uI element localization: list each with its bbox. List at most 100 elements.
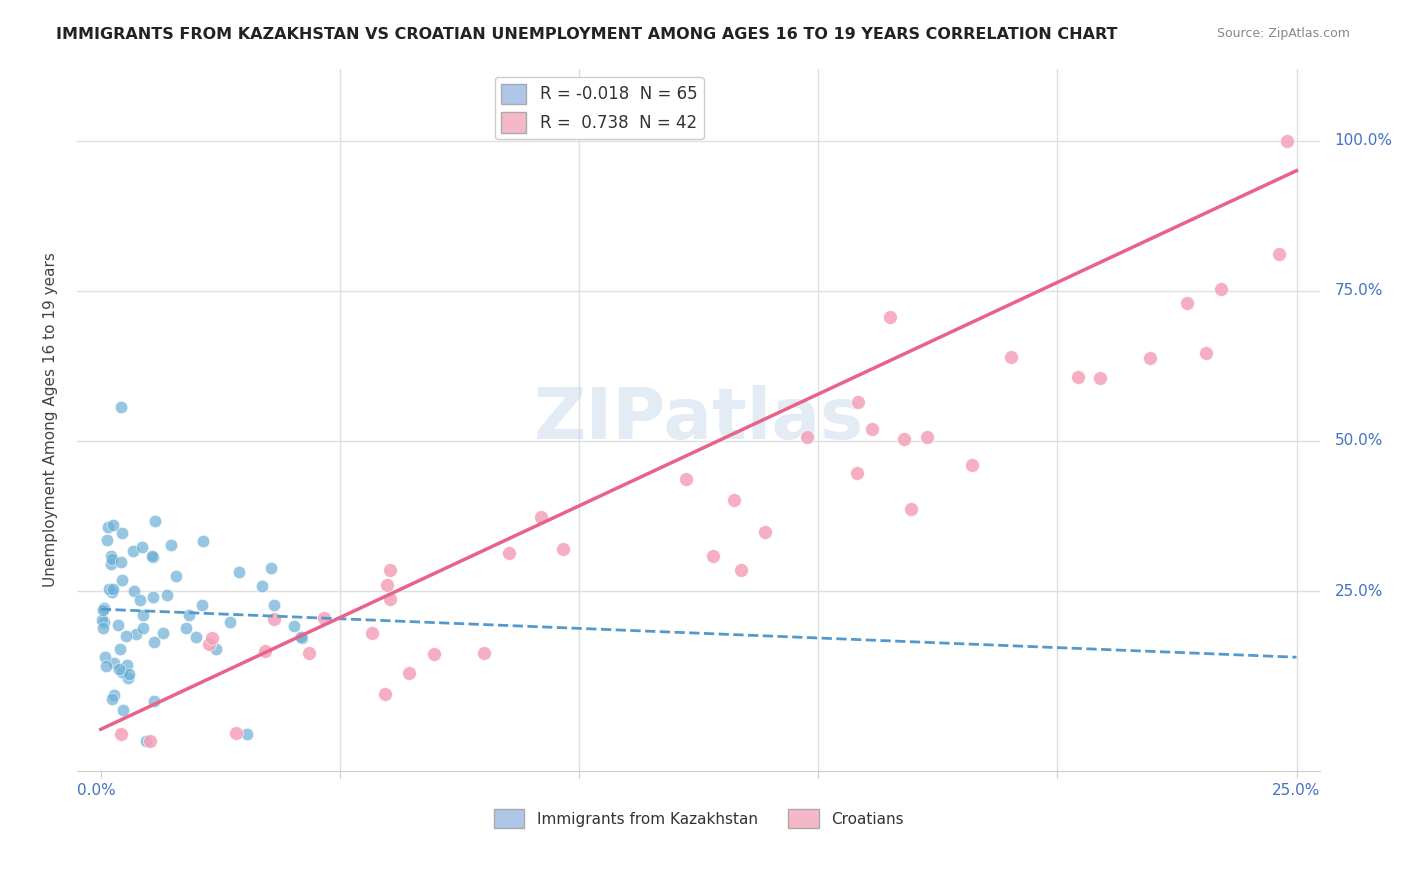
Point	[529, 510, 551, 524]
Point	[91, 621, 114, 635]
Point	[380, 591, 402, 606]
Text: 25.0%: 25.0%	[1272, 783, 1320, 798]
Point	[111, 573, 134, 587]
Point	[472, 647, 495, 661]
Point	[142, 549, 165, 564]
Point	[879, 310, 901, 325]
Point	[93, 603, 115, 617]
Point	[142, 694, 165, 708]
Point	[91, 613, 114, 627]
Point	[1195, 346, 1218, 360]
Point	[101, 552, 124, 566]
Point	[375, 577, 398, 591]
Point	[100, 549, 122, 563]
Point	[117, 671, 139, 685]
Point	[93, 601, 115, 615]
Point	[131, 541, 153, 555]
Legend: Immigrants from Kazakhstan, Croatians: Immigrants from Kazakhstan, Croatians	[488, 803, 910, 834]
Point	[360, 625, 382, 640]
Point	[156, 588, 179, 602]
Text: 50.0%: 50.0%	[1334, 434, 1384, 449]
Point	[201, 631, 224, 645]
Point	[103, 657, 125, 671]
Point	[374, 688, 396, 702]
Text: 0.0%: 0.0%	[77, 783, 115, 798]
Point	[93, 649, 115, 664]
Point	[110, 665, 132, 679]
Point	[122, 544, 145, 558]
Point	[193, 533, 215, 548]
Point	[108, 642, 131, 657]
Point	[141, 549, 163, 563]
Point	[165, 569, 187, 583]
Text: 25.0%: 25.0%	[1334, 583, 1384, 599]
Point	[960, 458, 983, 472]
Point	[96, 533, 118, 547]
Point	[115, 658, 138, 673]
Point	[730, 563, 752, 577]
Point	[129, 592, 152, 607]
Point	[846, 395, 869, 409]
Text: 75.0%: 75.0%	[1334, 284, 1384, 298]
Point	[860, 422, 883, 436]
Point	[177, 607, 200, 622]
Point	[228, 565, 250, 579]
Point	[108, 662, 131, 676]
Point	[291, 632, 314, 646]
Point	[250, 578, 273, 592]
Point	[118, 667, 141, 681]
Point	[103, 518, 125, 533]
Text: IMMIGRANTS FROM KAZAKHSTAN VS CROATIAN UNEMPLOYMENT AMONG AGES 16 TO 19 YEARS CO: IMMIGRANTS FROM KAZAKHSTAN VS CROATIAN U…	[56, 27, 1118, 42]
Point	[263, 611, 285, 625]
Point	[98, 582, 121, 596]
Point	[1067, 370, 1090, 384]
Point	[675, 472, 697, 486]
Point	[176, 622, 198, 636]
Point	[312, 611, 335, 625]
Point	[225, 725, 247, 739]
Text: ZIPatlas: ZIPatlas	[534, 385, 863, 454]
Point	[423, 647, 446, 661]
Point	[101, 582, 124, 596]
Point	[191, 599, 214, 613]
Point	[143, 635, 166, 649]
Point	[93, 615, 115, 629]
Point	[378, 563, 401, 577]
Point	[723, 492, 745, 507]
Point	[132, 607, 155, 622]
Text: Source: ZipAtlas.com: Source: ZipAtlas.com	[1216, 27, 1350, 40]
Point	[100, 557, 122, 571]
Point	[103, 688, 125, 702]
Point	[101, 584, 124, 599]
Point	[107, 618, 129, 632]
Point	[900, 501, 922, 516]
Point	[110, 400, 132, 414]
Point	[845, 466, 868, 480]
Point	[132, 621, 155, 635]
Point	[260, 561, 283, 575]
Point	[100, 692, 122, 706]
Point	[1088, 370, 1111, 384]
Point	[152, 625, 174, 640]
Point	[796, 430, 818, 444]
Point	[263, 598, 285, 612]
Point	[298, 646, 321, 660]
Point	[112, 703, 135, 717]
Point	[1268, 247, 1291, 261]
Point	[893, 432, 915, 446]
Point	[110, 555, 132, 569]
Point	[143, 514, 166, 528]
Point	[122, 584, 145, 599]
Point	[1209, 282, 1232, 296]
Point	[498, 546, 520, 560]
Point	[184, 630, 207, 644]
Point	[135, 734, 157, 748]
Point	[1139, 351, 1161, 366]
Text: 100.0%: 100.0%	[1334, 133, 1393, 148]
Point	[254, 643, 277, 657]
Point	[1175, 296, 1198, 310]
Point	[197, 637, 219, 651]
Point	[205, 642, 228, 657]
Point	[110, 727, 132, 741]
Point	[97, 520, 120, 534]
